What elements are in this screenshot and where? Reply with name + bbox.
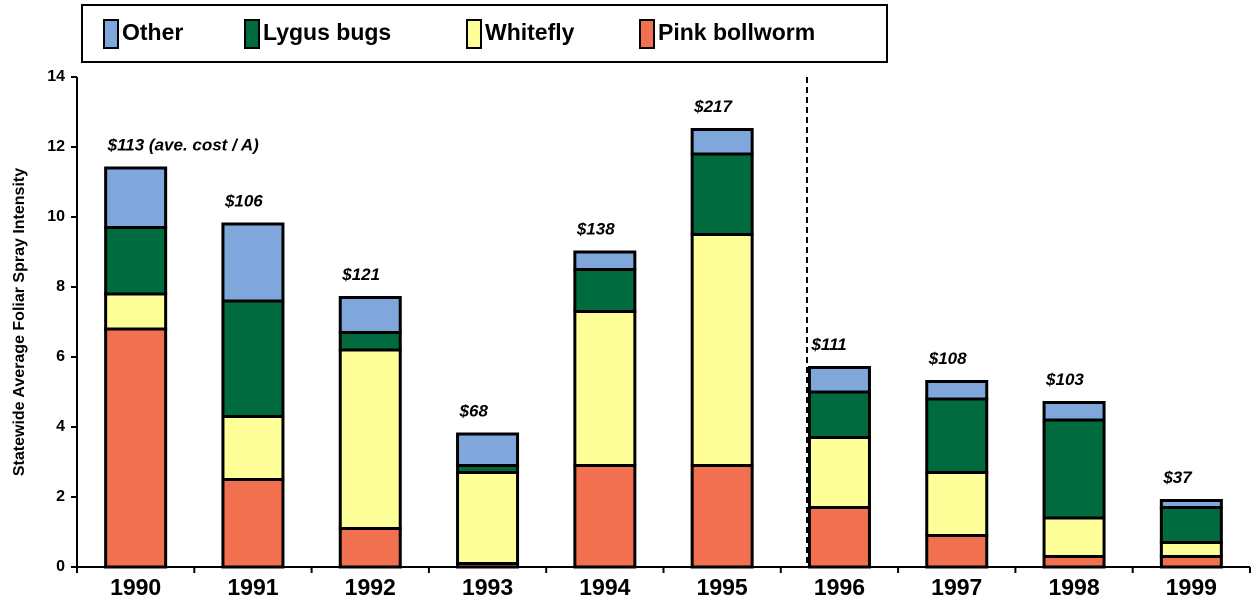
legend-label: Whitefly: [485, 19, 575, 45]
legend-swatch: [639, 19, 655, 49]
y-tick-label: 0: [56, 558, 65, 575]
x-tick-label: 1993: [462, 574, 513, 600]
bar-segment: [1042, 516, 1106, 558]
total-annotation: $106: [224, 191, 263, 210]
bar-segment: [1159, 541, 1223, 558]
x-tick-label: 1998: [1048, 574, 1099, 600]
total-annotation: $113 (ave. cost / A): [107, 135, 260, 154]
total-annotation: $68: [459, 401, 489, 420]
x-tick-label: 1999: [1166, 574, 1217, 600]
total-annotation: $37: [1162, 468, 1193, 487]
bar-segment: [221, 222, 285, 303]
x-tick-label: 1991: [227, 574, 278, 600]
total-annotation: $138: [576, 219, 615, 238]
y-tick-label: 2: [56, 488, 65, 505]
bar-segment: [690, 128, 754, 156]
bar-segment: [1042, 418, 1106, 520]
bar-segment: [1042, 401, 1106, 422]
y-tick-label: 4: [56, 418, 65, 435]
x-tick-label: 1997: [931, 574, 982, 600]
bar-segment: [690, 464, 754, 569]
y-tick-label: 8: [56, 278, 65, 295]
bar-segment: [573, 268, 637, 313]
bar-segment: [456, 471, 520, 565]
bar-segment: [1159, 499, 1223, 509]
bar-segment: [338, 331, 402, 352]
bar-segment: [807, 506, 871, 569]
legend-swatch: [466, 19, 482, 49]
x-tick-label: 1992: [345, 574, 396, 600]
bar-segment: [690, 233, 754, 467]
bar-segment: [221, 478, 285, 569]
bar-segment: [1159, 506, 1223, 544]
x-tick-label: 1995: [697, 574, 748, 600]
x-tick-label: 1994: [579, 574, 630, 600]
y-tick-label: 14: [47, 68, 65, 85]
bar-segment: [807, 436, 871, 509]
total-annotation: $111: [810, 335, 846, 354]
bar-segment: [573, 250, 637, 271]
x-tick-label: 1990: [110, 574, 161, 600]
bar-segment: [925, 534, 989, 569]
bar-segment: [925, 380, 989, 401]
bar-segment: [221, 299, 285, 418]
bar-segment: [104, 292, 168, 331]
bar-segment: [573, 310, 637, 467]
total-annotation: $121: [341, 265, 380, 284]
bar-segment: [690, 152, 754, 236]
bar-segment: [1042, 555, 1106, 569]
bar-segment: [456, 432, 520, 467]
legend-box: [81, 4, 888, 63]
bar-segment: [104, 166, 168, 229]
total-annotation: $103: [1045, 370, 1084, 389]
total-annotation: $108: [928, 349, 967, 368]
bar-segment: [104, 226, 168, 296]
legend-swatch: [244, 19, 260, 49]
bar-segment: [807, 390, 871, 439]
legend-swatch: [103, 19, 119, 49]
legend-label: Lygus bugs: [263, 19, 391, 45]
legend-label: Pink bollworm: [658, 19, 815, 45]
y-tick-label: 12: [47, 138, 65, 155]
bar-segment: [1159, 555, 1223, 569]
bar-segment: [338, 348, 402, 530]
bar-segment: [221, 415, 285, 481]
bar-segment: [104, 327, 168, 569]
bar-segment: [338, 527, 402, 569]
bar-segment: [925, 397, 989, 474]
x-tick-label: 1996: [814, 574, 865, 600]
legend-label: Other: [122, 19, 183, 45]
y-tick-label: 10: [47, 208, 65, 225]
bar-segment: [925, 471, 989, 537]
y-tick-label: 6: [56, 348, 65, 365]
total-annotation: $217: [693, 97, 733, 116]
bar-segment: [573, 464, 637, 569]
bar-segment: [807, 366, 871, 394]
bar-segment: [338, 296, 402, 334]
y-axis-label: Statewide Average Foliar Spray Intensity: [11, 168, 28, 476]
